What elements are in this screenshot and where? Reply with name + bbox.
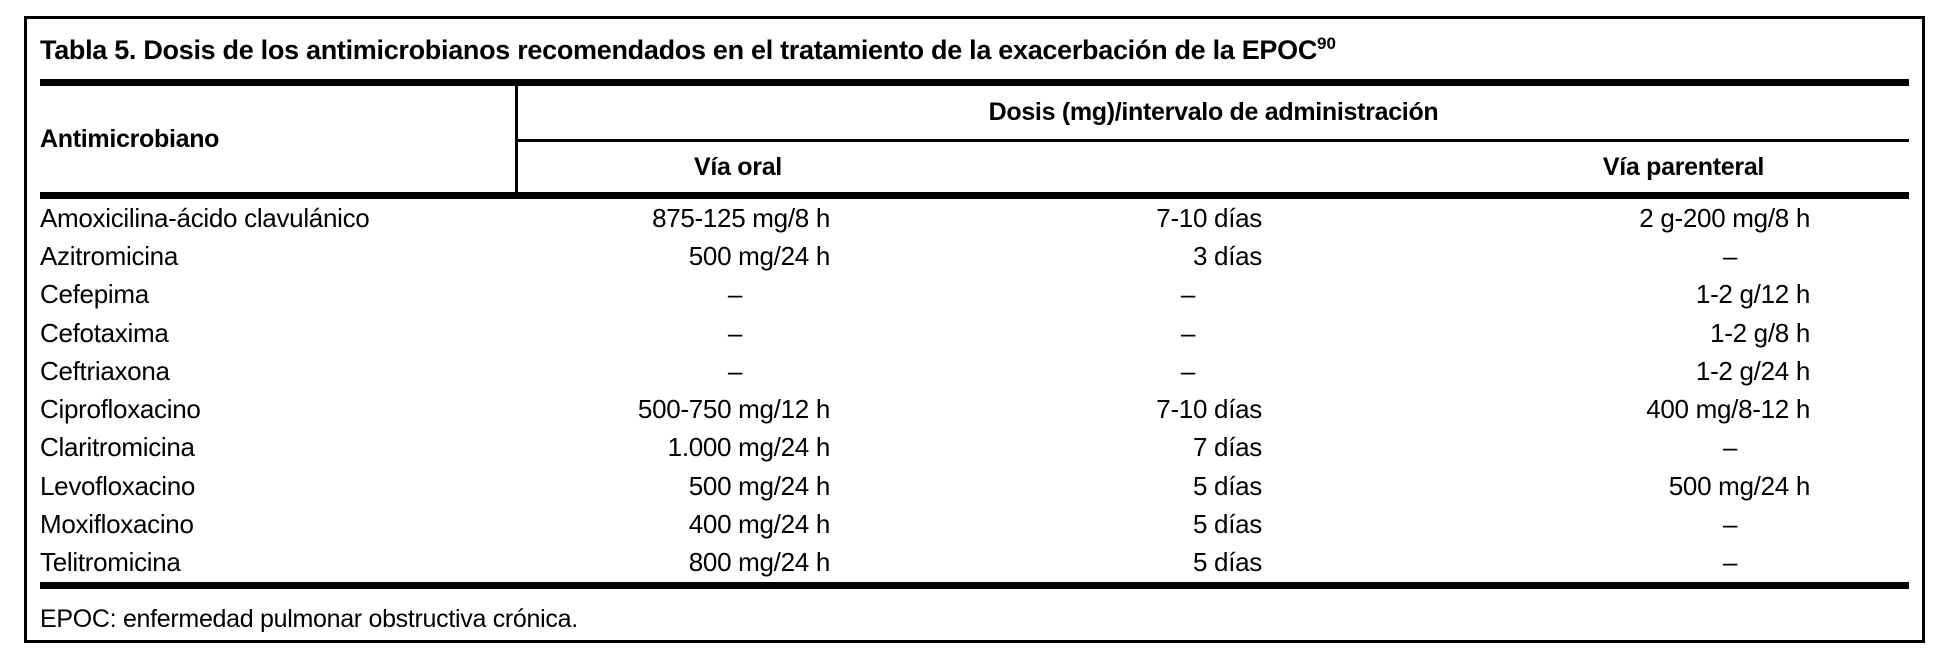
table-row: Amoxicilina-ácido clavulánico 875-125 mg/…: [40, 199, 1909, 237]
drug-name-cell: Ceftriaxona: [40, 355, 170, 386]
drug-name-cell: Cefotaxima: [40, 317, 169, 348]
duration-cell: 5 días: [1192, 470, 1262, 501]
oral-dose-cell: 400 mg/24 h: [688, 509, 831, 540]
table-title-text: Tabla 5. Dosis de los antimicrobianos re…: [40, 35, 1318, 65]
table-frame: Tabla 5. Dosis de los antimicrobianos re…: [24, 16, 1925, 643]
divider-above-footnote: [40, 582, 1909, 589]
table-body: Amoxicilina-ácido clavulánico 875-125 mg/…: [40, 199, 1909, 582]
parenteral-dose-cell: –: [1722, 509, 1737, 540]
oral-dose-cell: 500 mg/24 h: [688, 240, 831, 271]
drug-name-cell: Cefepima: [40, 279, 149, 310]
table-row: Levofloxacino 500 mg/24 h 5 días 500 mg/24 …: [40, 467, 1909, 505]
drug-name-cell: Telitromicina: [40, 547, 181, 578]
table-row: Ceftriaxona – – 1-2 g/24 h: [40, 352, 1909, 390]
table-row: Ciprofloxacino 500-750 mg/12 h 7-10 días 40…: [40, 390, 1909, 428]
oral-dose-cell: 500 mg/24 h: [688, 470, 831, 501]
oral-dose-cell: –: [727, 279, 742, 310]
drug-name-cell: Amoxicilina-ácido clavulánico: [40, 202, 370, 233]
parenteral-dose-cell: 1-2 g/24 h: [1695, 355, 1810, 386]
column-header-antimicrobial: Antimicrobiano: [40, 124, 220, 153]
drug-name-cell: Azitromicina: [40, 240, 178, 271]
drug-name-cell: Ciprofloxacino: [40, 394, 201, 425]
duration-cell: 3 días: [1192, 240, 1262, 271]
divider-below-header: [40, 192, 1909, 199]
duration-cell: 7-10 días: [1156, 394, 1262, 425]
duration-cell: –: [1180, 317, 1195, 348]
parenteral-dose-cell: 2 g-200 mg/8 h: [1639, 202, 1810, 233]
table-inner: Tabla 5. Dosis de los antimicrobianos re…: [40, 19, 1909, 640]
oral-dose-cell: 1.000 mg/24 h: [667, 432, 831, 463]
column-header-dose-group: Dosis (mg)/intervalo de administración: [988, 98, 1439, 126]
duration-cell: –: [1180, 279, 1195, 310]
divider-below-title: [40, 79, 1909, 86]
drug-name-cell: Moxifloxacino: [40, 509, 194, 540]
parenteral-dose-cell: 400 mg/8-12 h: [1646, 394, 1810, 425]
oral-dose-cell: 875-125 mg/8 h: [652, 202, 830, 233]
drug-name-cell: Claritromicina: [40, 432, 195, 463]
divider-below-dose-group: [518, 139, 1909, 142]
parenteral-dose-cell: –: [1722, 240, 1737, 271]
parenteral-dose-cell: 1-2 g/8 h: [1710, 317, 1810, 348]
table-header: Antimicrobiano Dosis (mg)/intervalo de a…: [40, 86, 1909, 192]
column-header-parenteral: Vía parenteral: [1602, 152, 1765, 181]
oral-dose-cell: 500-750 mg/12 h: [637, 394, 830, 425]
duration-cell: 5 días: [1192, 509, 1262, 540]
column-header-oral: Vía oral: [694, 152, 782, 181]
table-row: Cefepima – – 1-2 g/12 h: [40, 276, 1909, 314]
table-title-reference: 90: [1317, 34, 1336, 53]
parenteral-dose-cell: 500 mg/24 h: [1668, 470, 1811, 501]
subheader-row: Vía oral Vía parenteral: [518, 142, 1909, 192]
parenteral-dose-cell: 1-2 g/12 h: [1695, 279, 1810, 310]
table-row: Azitromicina 500 mg/24 h 3 días –: [40, 237, 1909, 275]
duration-cell: 7-10 días: [1156, 202, 1262, 233]
oral-dose-cell: –: [727, 317, 742, 348]
parenteral-dose-cell: –: [1722, 432, 1737, 463]
parenteral-dose-cell: –: [1722, 547, 1737, 578]
table-row: Telitromicina 800 mg/24 h 5 días –: [40, 544, 1909, 582]
drug-name-cell: Levofloxacino: [40, 470, 196, 501]
duration-cell: 5 días: [1192, 547, 1262, 578]
duration-cell: –: [1180, 355, 1195, 386]
table-row: Cefotaxima – – 1-2 g/8 h: [40, 314, 1909, 352]
table-footnote: EPOC: enfermedad pulmonar obstructiva cr…: [40, 605, 578, 633]
oral-dose-cell: –: [727, 355, 742, 386]
table-row: Claritromicina 1.000 mg/24 h 7 días –: [40, 429, 1909, 467]
oral-dose-cell: 800 mg/24 h: [688, 547, 831, 578]
dose-header-group: Dosis (mg)/intervalo de administración V…: [515, 86, 1909, 192]
table-title: Tabla 5. Dosis de los antimicrobianos re…: [40, 27, 1909, 67]
table-row: Moxifloxacino 400 mg/24 h 5 días –: [40, 505, 1909, 543]
duration-cell: 7 días: [1192, 432, 1262, 463]
